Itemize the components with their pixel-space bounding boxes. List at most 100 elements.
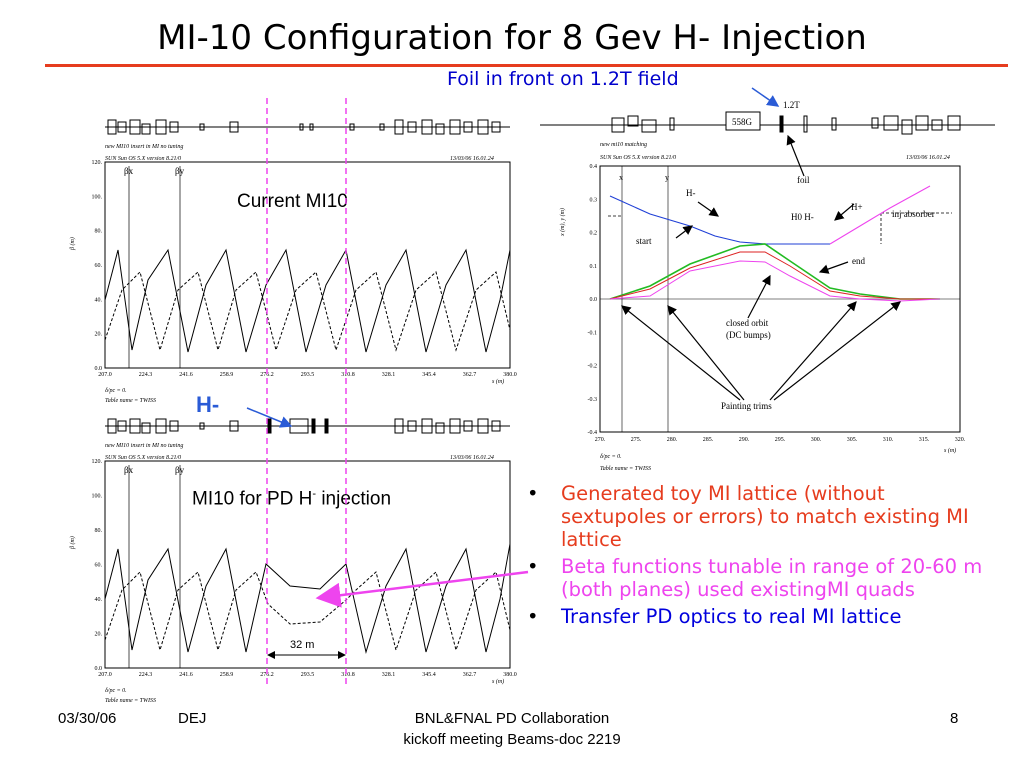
orbit-version: SUN Sun OS 5.X version 8.21/0 <box>600 155 676 161</box>
lattice-strip-top <box>105 119 510 135</box>
plot-bottom-ytick-6: 120. <box>92 459 103 465</box>
plot-bottom-xtick-6: 310.8 <box>341 672 355 678</box>
plot-bottom-note1: δ/pc = 0. <box>105 688 127 694</box>
plot-top-xtick-10: 380.0 <box>503 372 517 378</box>
plot-top-ytick-6: 120. <box>92 160 103 166</box>
plot-top-xtick-3: 258.9 <box>220 372 234 378</box>
span-32m-label: 32 m <box>290 639 315 651</box>
plot-bottom-xtick-9: 362.7 <box>463 672 477 678</box>
plot-bottom-ytick-5: 100. <box>92 494 103 500</box>
foil-front-label: Foil in front on 1.2T field <box>447 68 679 90</box>
plot-top-ytick-0: 0.0 <box>95 366 103 372</box>
plot-bottom-version: SUN Sun OS 5.X version 8.21/0 <box>105 455 181 461</box>
footer-page: 8 <box>950 710 959 727</box>
plot-bottom-xlabel: s (m) <box>492 678 504 685</box>
orbit-ytick-5: 0.1 <box>590 264 598 270</box>
orbit-xtick-7: 305. <box>847 437 858 443</box>
plot-top-header: new MI10 insert in MI no tuning <box>105 144 183 150</box>
orbit-label-h-minus: H- <box>686 188 696 198</box>
bullet-3: Transfer PD optics to real MI lattice <box>523 605 983 628</box>
orbit-plot: 558G 1.2T new mi10 matching SUN Sun OS 5… <box>540 100 995 472</box>
orbit-xtick-6: 300. <box>811 437 822 443</box>
orbit-note2: Table name = TWISS <box>600 466 651 472</box>
plot-top-xlabel: s (m) <box>492 378 504 385</box>
orbit-label-foil: foil <box>797 175 810 185</box>
slide-title: MI-10 Configuration for 8 Gev H- Injecti… <box>157 18 867 58</box>
current-mi10-label: Current MI10 <box>237 191 348 212</box>
orbit-note1: δ/pc = 0. <box>600 454 622 460</box>
beta-plot-top: new MI10 insert in MI no tuning SUN Sun … <box>69 119 517 404</box>
plot-bottom-xtick-7: 328.1 <box>382 672 396 678</box>
plot-top-xtick-8: 345.4 <box>422 372 436 378</box>
plot-top-xtick-0: 207.0 <box>98 372 112 378</box>
title-underline <box>45 64 1008 67</box>
pd-injection-tail: injection <box>316 488 392 510</box>
orbit-ytick-2: -0.2 <box>588 364 598 370</box>
beta-plot-bottom: new MI10 insert in MI no tuning SUN Sun … <box>69 418 517 704</box>
plot-top-ytick-3: 60. <box>95 263 103 269</box>
plot-bottom-xticks: 207.0 224.3 241.6 258.9 276.2 293.5 310.8 328.1… <box>98 672 517 678</box>
plot-top-beta-x <box>104 248 511 353</box>
orbit-xticks: 270. 275. 280. 285. 290. 295. 300. 305. 310. 315.… <box>595 437 966 443</box>
orbit-xtick-4: 290. <box>739 437 750 443</box>
orbit-h-plus-curve <box>829 185 931 245</box>
plot-bottom-legend-by: βy <box>175 465 185 475</box>
orbit-legend-x: x <box>619 173 623 182</box>
plot-bottom-note2: Table name = TWISS <box>105 698 156 704</box>
plot-top-xtick-5: 293.5 <box>301 372 315 378</box>
orbit-xtick-8: 310. <box>883 437 894 443</box>
plot-bottom-header: new MI10 insert in MI no tuning <box>105 443 183 449</box>
plot-top-beta-y <box>104 271 511 352</box>
pd-injection-label: MI10 for PD H- injection <box>192 488 391 510</box>
footer-author: DEJ <box>178 710 207 727</box>
plot-top-xtick-9: 362.7 <box>463 372 477 378</box>
plot-bottom-xtick-10: 380.0 <box>503 672 517 678</box>
footer-center-line2: kickoff meeting Beams-doc 2219 <box>403 731 621 748</box>
orbit-yticks: -0.4 -0.3 -0.2 -0.1 0.0 0.1 0.2 0.3 0.4 <box>588 164 598 436</box>
orbit-label-painting-trims: Painting trims <box>721 401 772 411</box>
footer-date: 03/30/06 <box>58 710 117 727</box>
foil-arrow <box>751 87 780 107</box>
plot-top-xticks: 207.0 224.3 241.6 258.9 276.2 293.5 310.8 328.1… <box>98 372 517 378</box>
orbit-label-closed-orbit: closed orbit <box>726 318 769 328</box>
orbit-label-start: start <box>636 236 652 246</box>
orbit-ytick-7: 0.3 <box>590 197 598 203</box>
orbit-ytick-0: -0.4 <box>588 430 598 436</box>
pd-injection-main: MI10 for PD H <box>192 488 313 510</box>
plot-bottom-xtick-4: 276.2 <box>260 672 274 678</box>
h-minus-arrow <box>246 407 293 428</box>
orbit-label-dc-bumps: (DC bumps) <box>726 330 771 340</box>
plot-top-ylabel: β (m) <box>69 237 76 251</box>
plot-bottom-xtick-2: 241.6 <box>179 672 193 678</box>
plot-bottom-xtick-1: 224.3 <box>139 672 153 678</box>
bullet-list: Generated toy MI lattice (without sextup… <box>523 482 983 632</box>
plot-top-ytick-1: 20. <box>95 332 103 338</box>
orbit-header: new mi10 matching <box>600 142 647 148</box>
orbit-ytick-4: 0.0 <box>590 297 598 303</box>
plot-bottom-xtick-3: 258.9 <box>220 672 234 678</box>
plot-top-xtick-2: 241.6 <box>179 372 193 378</box>
plot-top-ytick-5: 100. <box>92 194 103 200</box>
plot-bottom-yticks: 0.0 20. 40. 60. 80. 100. 120. <box>92 459 103 672</box>
plot-top-note2: Table name = TWISS <box>105 398 156 404</box>
lattice-strip-bottom <box>105 418 510 434</box>
orbit-legend-y: y <box>665 173 669 182</box>
plot-top-xtick-6: 310.8 <box>341 372 355 378</box>
plot-top-frame <box>104 161 511 369</box>
plot-bottom-date: 13/03/06 16.01.24 <box>450 454 494 461</box>
plot-bottom-ytick-0: 0.0 <box>95 666 103 672</box>
plot-top-ytick-4: 80. <box>95 229 103 235</box>
plot-bottom-beta-y <box>104 571 511 652</box>
plot-bottom-legend-bx: βx <box>124 465 134 475</box>
magnet-558g-label: 558G <box>732 117 753 127</box>
plot-top-legend-by: βy <box>175 166 185 176</box>
plot-bottom-xtick-8: 345.4 <box>422 672 436 678</box>
orbit-xtick-1: 275. <box>631 437 642 443</box>
bullet-1: Generated toy MI lattice (without sextup… <box>523 482 983 551</box>
plot-top-legend-bx: βx <box>124 166 134 176</box>
orbit-h-minus-curve <box>609 195 830 245</box>
orbit-xtick-5: 295. <box>775 437 786 443</box>
bullet-2: Beta functions tunable in range of 20-60… <box>523 555 983 601</box>
magnet-558g-box <box>725 111 761 131</box>
